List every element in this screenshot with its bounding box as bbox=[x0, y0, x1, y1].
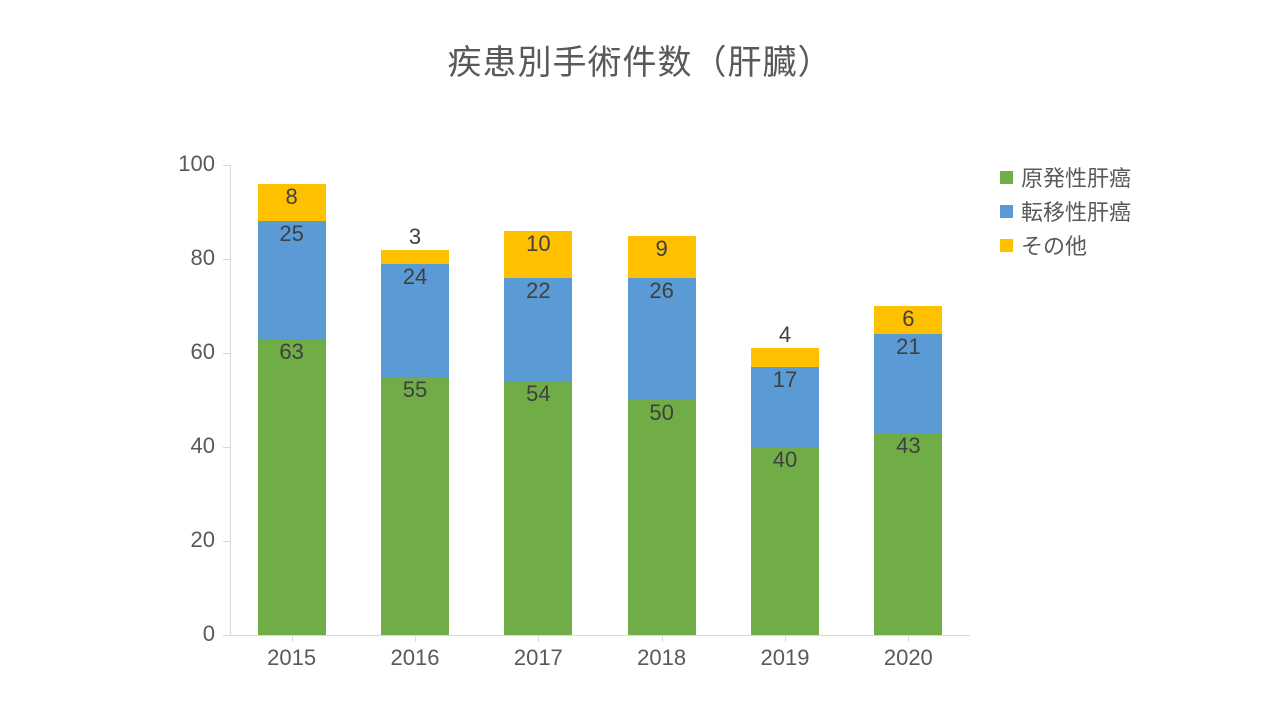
bar-data-label: 6 bbox=[874, 306, 942, 332]
legend-item: 転移性肝癌 bbox=[1000, 194, 1250, 228]
legend-label: 転移性肝癌 bbox=[1021, 195, 1131, 227]
chart-container: 疾患別手術件数（肝臓） 0 20 40 60 80 100 2015 2016 2017 201… bbox=[0, 0, 1280, 720]
bar-segment bbox=[751, 447, 819, 635]
y-tick-label: 80 bbox=[165, 245, 215, 271]
legend-swatch bbox=[1000, 171, 1013, 184]
bar-group: 50 26 9 bbox=[628, 165, 696, 635]
legend-item: その他 bbox=[1000, 228, 1250, 262]
bar-data-label: 24 bbox=[381, 264, 449, 290]
bar-data-label: 40 bbox=[751, 447, 819, 473]
bar-data-label: 10 bbox=[504, 231, 572, 257]
x-tick-label: 2018 bbox=[622, 645, 702, 671]
y-tick-mark bbox=[223, 165, 230, 166]
bar-data-label: 25 bbox=[258, 221, 326, 247]
bar-group: 43 216 bbox=[874, 165, 942, 635]
y-tick-label: 100 bbox=[165, 151, 215, 177]
y-tick-label: 0 bbox=[165, 621, 215, 647]
bar-data-label: 63 bbox=[258, 339, 326, 365]
x-axis-line bbox=[230, 635, 970, 636]
bar-group: 40 17 4 bbox=[751, 165, 819, 635]
bar-segment bbox=[628, 400, 696, 635]
legend: 原発性肝癌転移性肝癌その他 bbox=[1000, 160, 1250, 262]
bar-group: 63 25 8 bbox=[258, 165, 326, 635]
bar-data-label: 54 bbox=[504, 381, 572, 407]
bar-segment bbox=[504, 381, 572, 635]
bar-segment bbox=[258, 339, 326, 635]
legend-item: 原発性肝癌 bbox=[1000, 160, 1250, 194]
legend-swatch bbox=[1000, 239, 1013, 252]
bar-data-label: 55 bbox=[381, 377, 449, 403]
legend-swatch bbox=[1000, 205, 1013, 218]
x-tick-mark bbox=[662, 635, 663, 642]
x-tick-label: 2017 bbox=[498, 645, 578, 671]
bar-data-label: 4 bbox=[751, 322, 819, 348]
x-tick-mark bbox=[292, 635, 293, 642]
bar-data-label: 21 bbox=[874, 334, 942, 360]
bar-data-label: 17 bbox=[751, 367, 819, 393]
bar-data-label: 50 bbox=[628, 400, 696, 426]
x-tick-label: 2015 bbox=[252, 645, 332, 671]
x-tick-mark bbox=[908, 635, 909, 642]
bar-segment bbox=[751, 348, 819, 367]
x-tick-label: 2019 bbox=[745, 645, 825, 671]
bar-data-label: 8 bbox=[258, 184, 326, 210]
x-tick-mark bbox=[785, 635, 786, 642]
bar-data-label: 43 bbox=[874, 433, 942, 459]
bar-data-label: 22 bbox=[504, 278, 572, 304]
y-tick-label: 40 bbox=[165, 433, 215, 459]
y-tick-mark bbox=[223, 259, 230, 260]
bar-data-label: 9 bbox=[628, 236, 696, 262]
bar-segment bbox=[381, 377, 449, 636]
y-tick-mark bbox=[223, 353, 230, 354]
y-tick-label: 20 bbox=[165, 527, 215, 553]
legend-label: 原発性肝癌 bbox=[1021, 161, 1131, 193]
y-tick-mark bbox=[223, 447, 230, 448]
x-tick-mark bbox=[415, 635, 416, 642]
bar-group: 54 22 10 bbox=[504, 165, 572, 635]
x-tick-label: 2020 bbox=[868, 645, 948, 671]
plot-area: 63 25 8 55 24 3 54 22 10 50 26 9 40 17 4 43 216 bbox=[230, 165, 970, 635]
x-tick-mark bbox=[538, 635, 539, 642]
bar-data-label: 3 bbox=[381, 224, 449, 250]
y-tick-mark bbox=[223, 541, 230, 542]
x-tick-label: 2016 bbox=[375, 645, 455, 671]
bar-data-label: 26 bbox=[628, 278, 696, 304]
legend-label: その他 bbox=[1021, 229, 1087, 261]
bar-segment bbox=[874, 433, 942, 635]
bar-group: 55 24 3 bbox=[381, 165, 449, 635]
y-tick-mark bbox=[223, 635, 230, 636]
y-tick-label: 60 bbox=[165, 339, 215, 365]
chart-title: 疾患別手術件数（肝臓） bbox=[0, 35, 1280, 84]
bar-segment bbox=[381, 250, 449, 264]
